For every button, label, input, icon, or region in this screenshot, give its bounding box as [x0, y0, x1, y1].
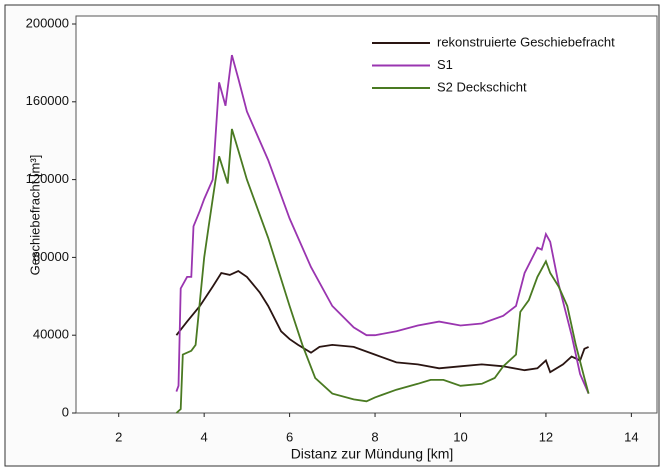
y-tick-label: 40000 — [33, 327, 69, 342]
y-tick-label: 80000 — [33, 249, 69, 264]
y-tick-label: 160000 — [26, 93, 69, 108]
x-tick-label: 10 — [453, 429, 467, 444]
x-tick-label: 2 — [115, 429, 122, 444]
legend-label: S2 Deckschicht — [437, 79, 527, 94]
x-tick-label: 14 — [624, 429, 638, 444]
series-line — [175, 54, 590, 394]
y-tick-label: 200000 — [26, 15, 69, 30]
y-axis-label: Geschiebefracht [m³] — [27, 155, 42, 276]
x-tick-label: 12 — [539, 429, 553, 444]
series-line — [175, 128, 590, 414]
x-axis-label: Distanz zur Mündung [km] — [291, 446, 454, 462]
legend-label: rekonstruierte Geschiebefracht — [437, 34, 615, 49]
x-tick-label: 8 — [371, 429, 378, 444]
legend-label: S1 — [437, 57, 453, 72]
y-tick-label: 0 — [62, 404, 69, 419]
x-tick-label: 6 — [286, 429, 293, 444]
series-line — [175, 269, 589, 374]
x-tick-label: 4 — [201, 429, 208, 444]
y-tick-label: 120000 — [26, 171, 69, 186]
